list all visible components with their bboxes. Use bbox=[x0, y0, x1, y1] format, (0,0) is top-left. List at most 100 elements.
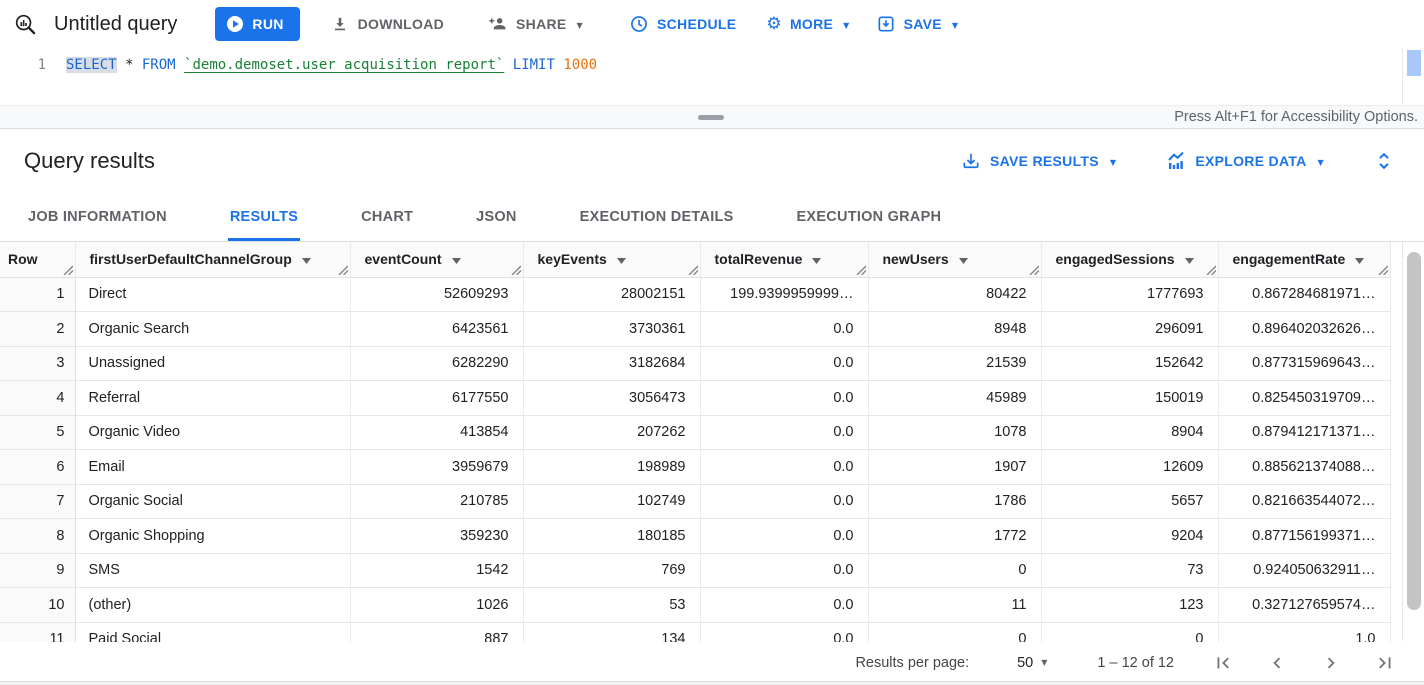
column-resize-grip[interactable] bbox=[688, 265, 698, 275]
table-cell: 11 bbox=[868, 587, 1042, 623]
column-header-engagementRate[interactable]: engagementRate bbox=[1218, 242, 1391, 278]
column-header-newUsers[interactable]: newUsers bbox=[868, 242, 1042, 278]
sort-caret-icon[interactable] bbox=[812, 251, 822, 267]
horizontal-scrollbar-track[interactable] bbox=[0, 681, 1424, 685]
row-number-cell: 1 bbox=[0, 277, 76, 312]
tab-job-information[interactable]: JOB INFORMATION bbox=[28, 209, 167, 225]
run-button[interactable]: RUN bbox=[215, 7, 300, 41]
table-cell: 12609 bbox=[1041, 449, 1219, 485]
table-cell: Referral bbox=[75, 380, 351, 416]
table-cell: 0.0 bbox=[700, 380, 869, 416]
column-header-firstUserDefaultChannelGroup[interactable]: firstUserDefaultChannelGroup bbox=[75, 242, 351, 278]
table-row: 9 SMS 1542 769 0.0 0 73 0.924050632911… bbox=[0, 553, 1391, 588]
row-number-cell: 11 bbox=[0, 622, 76, 642]
table-cell: 3959679 bbox=[350, 449, 524, 485]
sql-editor[interactable]: 1 SELECT * FROM `demo.demoset.user_acqui… bbox=[0, 48, 1424, 105]
page-size-select[interactable]: 50 ▼ bbox=[1011, 654, 1053, 672]
save-label: SAVE bbox=[903, 16, 942, 32]
column-header-eventCount[interactable]: eventCount bbox=[350, 242, 524, 278]
first-page-icon bbox=[1212, 657, 1234, 677]
table-cell: 8948 bbox=[868, 311, 1042, 347]
table-cell: 210785 bbox=[350, 484, 524, 519]
results-table-area: Row firstUserDefaultChannelGroup eventCoun… bbox=[0, 242, 1424, 642]
table-cell: Email bbox=[75, 449, 351, 485]
schedule-button[interactable]: SCHEDULE bbox=[621, 7, 744, 41]
table-cell: 769 bbox=[523, 553, 701, 588]
line-number: 1 bbox=[37, 57, 46, 73]
column-resize-grip[interactable] bbox=[1378, 265, 1388, 275]
chevron-left-icon bbox=[1266, 657, 1288, 677]
table-cell: 0.0 bbox=[700, 311, 869, 347]
sort-caret-icon[interactable] bbox=[301, 251, 311, 267]
row-number-cell: 9 bbox=[0, 553, 76, 588]
more-button[interactable]: ⚙ MORE ▼ bbox=[758, 7, 857, 41]
table-row: 5 Organic Video 413854 207262 0.0 1078 8904 0.8… bbox=[0, 415, 1391, 450]
column-resize-grip[interactable] bbox=[338, 265, 348, 275]
table-cell: SMS bbox=[75, 553, 351, 588]
column-label: firstUserDefaultChannelGroup bbox=[89, 251, 292, 268]
table-cell: 1026 bbox=[350, 587, 524, 623]
explore-data-button[interactable]: EXPLORE DATA ▼ bbox=[1160, 150, 1330, 172]
table-cell: 0.0 bbox=[700, 449, 869, 485]
next-page-button[interactable] bbox=[1320, 652, 1342, 674]
table-row: 4 Referral 6177550 3056473 0.0 45989 150019 0.8… bbox=[0, 380, 1391, 416]
pagination-controls bbox=[1212, 652, 1396, 674]
table-cell: 53 bbox=[523, 587, 701, 623]
table-row: 10 (other) 1026 53 0.0 11 123 0.327127659574… bbox=[0, 587, 1391, 623]
column-resize-grip[interactable] bbox=[63, 265, 73, 275]
tab-execution-details[interactable]: EXECUTION DETAILS bbox=[579, 209, 734, 225]
sort-caret-icon[interactable] bbox=[451, 251, 461, 267]
table-cell: 0.327127659574… bbox=[1218, 587, 1391, 623]
save-results-button[interactable]: SAVE RESULTS ▼ bbox=[955, 150, 1122, 172]
person-add-icon bbox=[488, 14, 508, 34]
table-cell: Direct bbox=[75, 277, 351, 312]
sort-caret-icon[interactable] bbox=[958, 251, 968, 267]
table-cell: 6282290 bbox=[350, 346, 524, 381]
sort-caret-icon[interactable] bbox=[1184, 251, 1194, 267]
results-tabs: JOB INFORMATION RESULTS CHART JSON EXECUTION… bbox=[0, 193, 1424, 242]
collapse-results-button[interactable] bbox=[1368, 149, 1400, 173]
column-label: totalRevenue bbox=[714, 251, 803, 268]
table-cell: 3056473 bbox=[523, 380, 701, 416]
table-cell: 0.0 bbox=[700, 346, 869, 381]
column-resize-grip[interactable] bbox=[1029, 265, 1039, 275]
query-results-title: Query results bbox=[24, 148, 155, 173]
table-row: 3 Unassigned 6282290 3182684 0.0 21539 152642 0… bbox=[0, 346, 1391, 381]
unfold-chevrons-icon bbox=[1374, 150, 1394, 172]
column-header-engagedSessions[interactable]: engagedSessions bbox=[1041, 242, 1219, 278]
table-scrollbar-thumb[interactable] bbox=[1407, 252, 1421, 610]
table-cell: 359230 bbox=[350, 518, 524, 554]
sort-caret-icon[interactable] bbox=[616, 251, 626, 267]
tab-execution-graph[interactable]: EXECUTION GRAPH bbox=[796, 209, 942, 225]
previous-page-button[interactable] bbox=[1266, 652, 1288, 674]
table-cell: 102749 bbox=[523, 484, 701, 519]
editor-scrollbar-thumb[interactable] bbox=[1407, 50, 1421, 76]
results-table: Row firstUserDefaultChannelGroup eventCoun… bbox=[0, 242, 1391, 642]
row-number-cell: 3 bbox=[0, 346, 76, 381]
save-button[interactable]: SAVE ▼ bbox=[868, 7, 967, 41]
last-page-button[interactable] bbox=[1374, 652, 1396, 674]
first-page-button[interactable] bbox=[1212, 652, 1234, 674]
download-button[interactable]: DOWNLOAD bbox=[322, 7, 452, 41]
accessibility-hint: Press Alt+F1 for Accessibility Options. bbox=[1174, 109, 1418, 125]
tab-json[interactable]: JSON bbox=[476, 209, 517, 225]
column-header-keyEvents[interactable]: keyEvents bbox=[523, 242, 701, 278]
table-cell: Organic Social bbox=[75, 484, 351, 519]
results-actions: SAVE RESULTS ▼ EXPLORE DATA ▼ bbox=[955, 149, 1400, 173]
page-size-value: 50 bbox=[1017, 654, 1034, 671]
column-resize-grip[interactable] bbox=[856, 265, 866, 275]
column-resize-grip[interactable] bbox=[511, 265, 521, 275]
sort-caret-icon[interactable] bbox=[1355, 251, 1365, 267]
table-cell: 207262 bbox=[523, 415, 701, 450]
tab-chart[interactable]: CHART bbox=[361, 209, 414, 225]
column-resize-grip[interactable] bbox=[1206, 265, 1216, 275]
table-cell: 0.879412171371… bbox=[1218, 415, 1391, 450]
query-results-header: Query results SAVE RESULTS ▼ EXPLORE DAT… bbox=[0, 129, 1424, 193]
download-tray-icon bbox=[961, 151, 981, 171]
panel-resize-handle[interactable] bbox=[698, 115, 724, 120]
column-header-totalRevenue[interactable]: totalRevenue bbox=[700, 242, 869, 278]
tab-results[interactable]: RESULTS bbox=[227, 193, 301, 241]
share-button[interactable]: SHARE ▼ bbox=[480, 7, 591, 41]
column-header-Row[interactable]: Row bbox=[0, 242, 76, 278]
